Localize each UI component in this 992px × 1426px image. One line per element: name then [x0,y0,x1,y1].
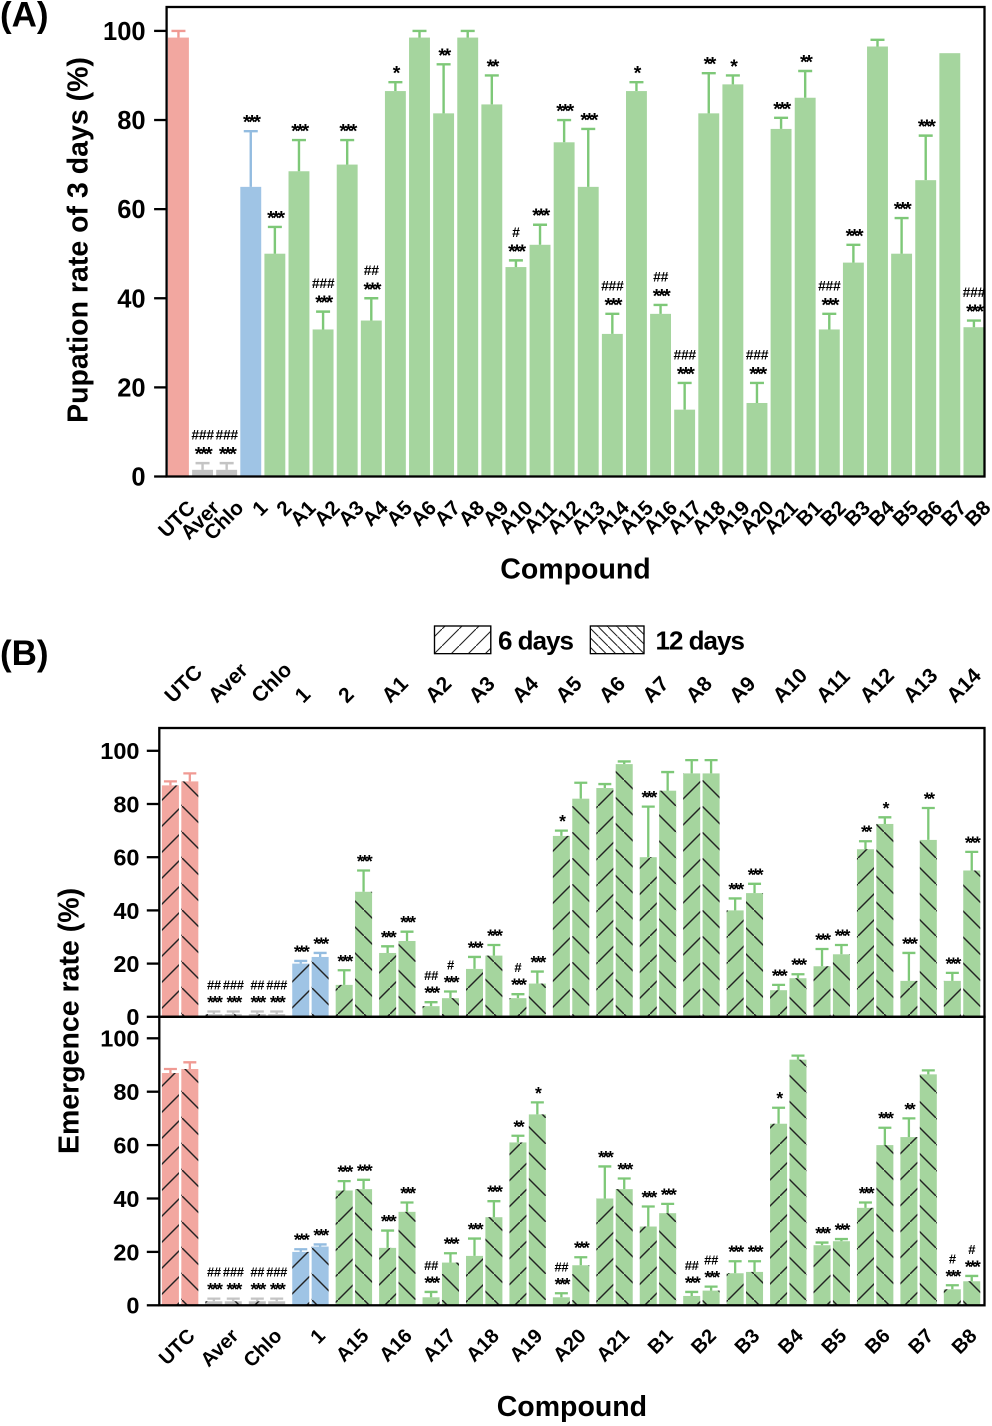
svg-text:***: *** [580,109,598,131]
svg-text:60: 60 [113,845,139,871]
svg-text:(A): (A) [0,0,49,35]
svg-text:100: 100 [103,18,146,46]
svg-text:##: ## [653,268,668,284]
svg-text:20: 20 [113,1239,139,1265]
svg-text:###: ### [266,1265,288,1280]
svg-text:###: ### [601,277,624,293]
svg-text:###: ### [963,284,986,300]
svg-text:###: ### [266,978,288,993]
svg-text:*: * [730,56,738,78]
svg-text:***: *** [339,121,357,143]
svg-text:12 days: 12 days [656,625,745,655]
svg-text:*: * [393,63,401,85]
svg-text:##: ## [364,262,379,278]
svg-text:40: 40 [113,898,139,924]
svg-text:###: ### [746,346,769,362]
svg-text:###: ### [673,346,696,362]
svg-text:##: ## [424,968,439,983]
svg-text:***: *** [267,208,285,230]
svg-text:###: ### [215,427,238,443]
svg-text:##: ## [554,1259,569,1274]
svg-text:###: ### [818,277,841,293]
svg-text:100: 100 [100,738,139,764]
svg-text:20: 20 [117,374,145,402]
svg-text:##: ## [207,1265,222,1280]
svg-text:60: 60 [113,1133,139,1159]
svg-text:##: ## [250,1265,265,1280]
svg-text:##: ## [685,1258,700,1273]
svg-text:###: ### [223,978,245,993]
svg-text:##: ## [250,978,265,993]
svg-text:(B): (B) [0,634,49,673]
svg-text:0: 0 [126,1293,139,1319]
svg-text:40: 40 [117,285,145,313]
svg-text:*: * [634,63,642,85]
svg-text:80: 80 [113,791,139,817]
svg-text:40: 40 [113,1186,139,1212]
svg-text:***: *** [532,205,550,227]
svg-text:##: ## [424,1258,439,1273]
svg-text:#: # [512,224,520,240]
svg-text:***: *** [918,116,936,138]
svg-text:##: ## [207,978,222,993]
svg-text:Pupation rate of 3 days (%): Pupation rate of 3 days (%) [63,57,95,423]
svg-text:#: # [949,1251,957,1266]
svg-text:#: # [514,960,522,975]
svg-text:#: # [447,958,455,973]
svg-text:#: # [968,1242,976,1257]
svg-text:0: 0 [131,464,145,492]
svg-text:60: 60 [117,196,145,224]
svg-text:***: *** [219,444,237,466]
svg-text:Compound: Compound [500,554,650,586]
svg-text:20: 20 [113,951,139,977]
svg-text:***: *** [749,363,767,385]
svg-text:***: *** [291,121,309,143]
svg-text:80: 80 [117,107,145,135]
svg-text:***: *** [966,301,984,323]
svg-text:6 days: 6 days [498,625,573,655]
svg-text:***: *** [677,363,695,385]
svg-text:***: *** [508,241,526,263]
svg-text:###: ### [191,427,214,443]
svg-text:100: 100 [100,1026,139,1052]
svg-text:Compound: Compound [497,1391,647,1423]
svg-text:###: ### [312,275,335,291]
svg-text:***: *** [846,225,864,247]
svg-text:80: 80 [113,1079,139,1105]
svg-text:0: 0 [126,1004,139,1030]
svg-text:###: ### [223,1265,245,1280]
svg-text:##: ## [704,1253,719,1268]
svg-text:Emergence rate (%): Emergence rate (%) [54,888,86,1154]
